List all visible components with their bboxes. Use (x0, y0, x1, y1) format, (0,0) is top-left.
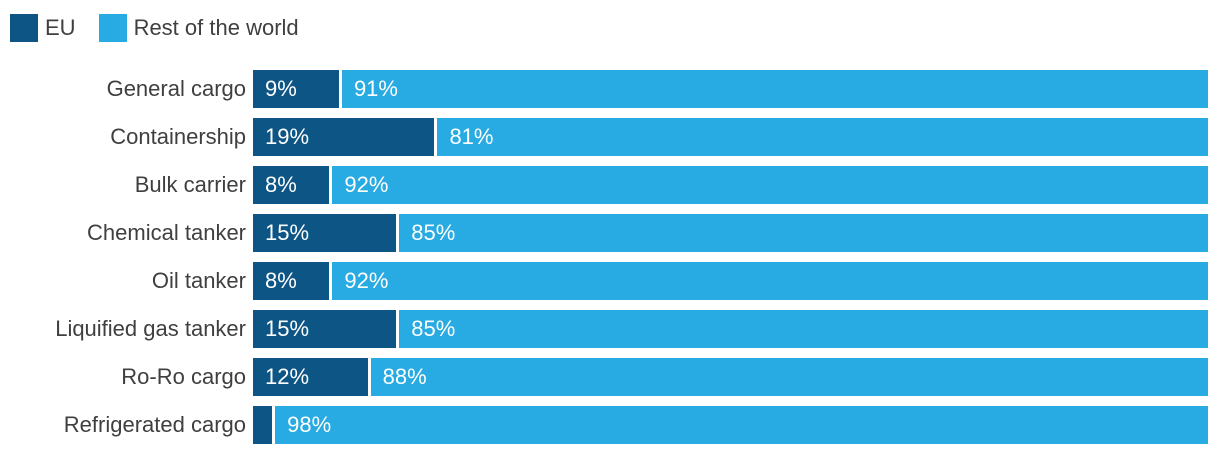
rest-of-world-bar-segment: 81% (437, 118, 1208, 156)
rest-of-world-value-label: 88% (382, 364, 427, 389)
stacked-bar-chart: General cargo 9% 91% Containership 19% 8… (0, 70, 1220, 454)
chart-row: Oil tanker 8% 92% (0, 262, 1220, 300)
eu-bar-segment: 8% (253, 166, 330, 204)
legend-item-eu: EU (10, 14, 76, 42)
eu-bar-segment: 15% (253, 214, 397, 252)
eu-value-label: 12% (265, 364, 310, 389)
category-label: Liquified gas tanker (55, 316, 246, 341)
rest-of-world-value-label: 91% (353, 76, 398, 101)
category-label: Chemical tanker (87, 220, 246, 245)
rest-of-world-bar-segment: 88% (370, 358, 1208, 396)
category-label: Bulk carrier (134, 172, 246, 197)
legend-label-rest-of-world: Rest of the world (133, 15, 299, 40)
eu-value-label: 15% (265, 220, 310, 245)
chart-row: General cargo 9% 91% (0, 70, 1220, 108)
rest-of-world-value-label: 81% (449, 124, 494, 149)
rest-of-world-color-swatch (98, 14, 127, 42)
category-label: Refrigerated cargo (63, 412, 246, 437)
stacked-bar: 15% 85% (253, 310, 1208, 348)
eu-value-label: 15% (265, 316, 310, 341)
rest-of-world-bar-segment: 85% (399, 310, 1208, 348)
rest-of-world-value-label: 98% (287, 412, 332, 437)
category-label: General cargo (106, 76, 246, 101)
chart-row: Refrigerated cargo 98% (0, 406, 1220, 444)
eu-value-label: 9% (265, 76, 297, 101)
eu-value-label: 8% (265, 172, 297, 197)
eu-bar-segment: 19% (253, 118, 435, 156)
legend-label-eu: EU (45, 15, 76, 40)
stacked-bar: 15% 85% (253, 214, 1208, 252)
rest-of-world-value-label: 85% (411, 220, 456, 245)
legend-item-rest-of-world: Rest of the world (98, 14, 299, 42)
eu-value-label: 8% (265, 268, 297, 293)
chart-row: Ro-Ro cargo 12% 88% (0, 358, 1220, 396)
rest-of-world-value-label: 92% (344, 268, 389, 293)
eu-bar-segment: 12% (253, 358, 368, 396)
rest-of-world-bar-segment: 85% (399, 214, 1208, 252)
category-label: Ro-Ro cargo (121, 364, 246, 389)
stacked-bar: 19% 81% (253, 118, 1208, 156)
eu-bar-segment: 15% (253, 310, 397, 348)
rest-of-world-bar-segment: 92% (332, 166, 1208, 204)
rest-of-world-value-label: 85% (411, 316, 456, 341)
chart-row: Bulk carrier 8% 92% (0, 166, 1220, 204)
category-label: Containership (110, 124, 246, 149)
eu-bar-segment (253, 406, 273, 444)
rest-of-world-bar-segment: 92% (332, 262, 1208, 300)
eu-bar-segment: 8% (253, 262, 330, 300)
legend: EU Rest of the world (10, 14, 299, 42)
stacked-bar: 8% 92% (253, 262, 1208, 300)
chart-row: Liquified gas tanker 15% 85% (0, 310, 1220, 348)
stacked-bar: 8% 92% (253, 166, 1208, 204)
chart-row: Chemical tanker 15% 85% (0, 214, 1220, 252)
stacked-bar: 9% 91% (253, 70, 1208, 108)
rest-of-world-value-label: 92% (344, 172, 389, 197)
rest-of-world-bar-segment: 98% (275, 406, 1208, 444)
stacked-bar: 98% (253, 406, 1208, 444)
eu-value-label: 19% (265, 124, 310, 149)
eu-color-swatch (10, 14, 38, 42)
category-label: Oil tanker (151, 268, 246, 293)
chart-row: Containership 19% 81% (0, 118, 1220, 156)
stacked-bar: 12% 88% (253, 358, 1208, 396)
eu-bar-segment: 9% (253, 70, 339, 108)
rest-of-world-bar-segment: 91% (341, 70, 1208, 108)
